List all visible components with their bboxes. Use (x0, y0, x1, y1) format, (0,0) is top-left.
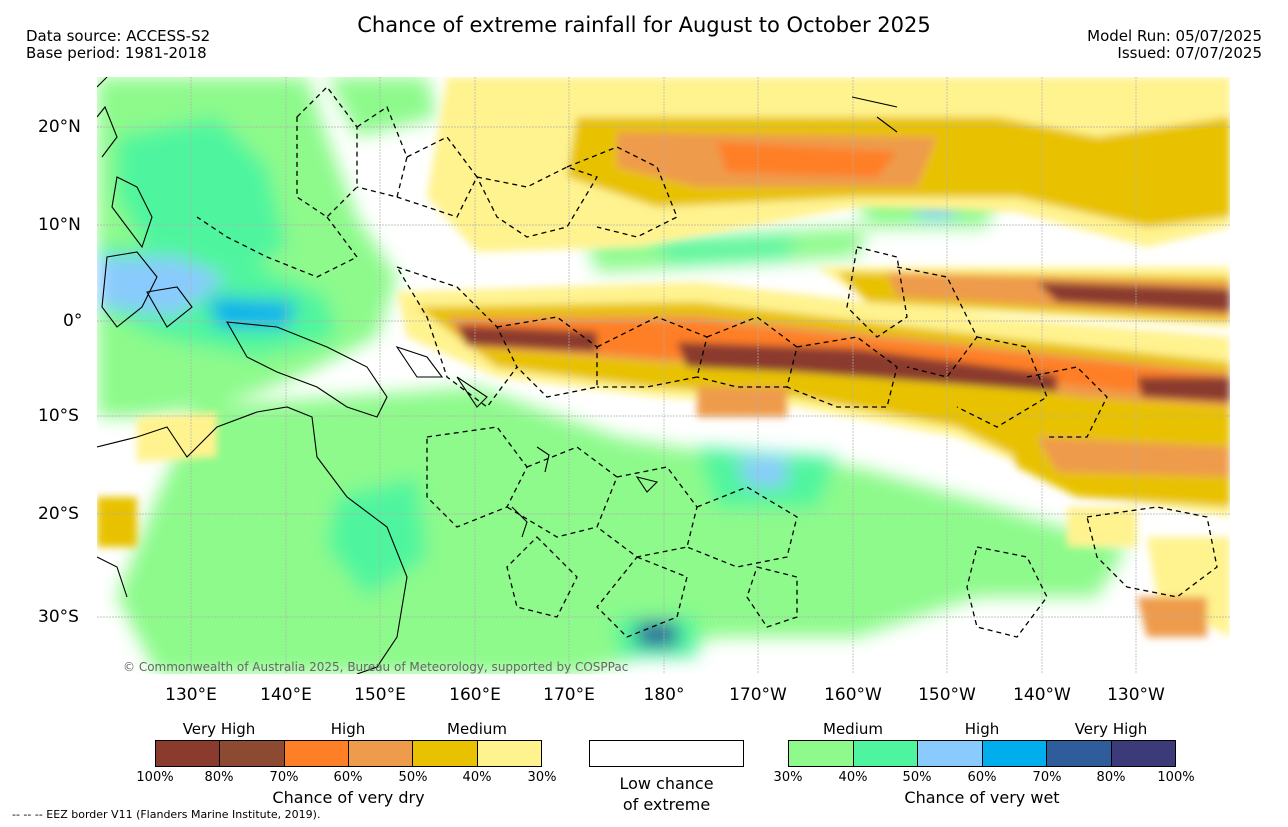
eez-borders (196, 86, 1218, 638)
dry-swatch (477, 741, 541, 766)
low-chance-line-1: Low chance (619, 774, 714, 793)
lat-label-30s: 30°S (38, 607, 79, 627)
wet-tick: 80% (1096, 770, 1126, 785)
dry-colorbar (155, 740, 542, 767)
dry-tick: 70% (269, 770, 299, 785)
dry-legend-high: High (330, 720, 366, 738)
dry-legend-medium: Medium (447, 720, 507, 738)
map-title: Chance of extreme rainfall for August to… (357, 13, 931, 37)
dry-tick: 40% (462, 770, 492, 785)
wet-swatch (1111, 741, 1175, 766)
lon-label-130e: 130°E (165, 685, 217, 705)
data-source-text: Data source: ACCESS-S2 (26, 27, 211, 45)
lat-label-equator: 0° (63, 311, 83, 331)
dry-tick: 60% (333, 770, 363, 785)
wet-swatch (789, 741, 854, 766)
dry-legend-caption: Chance of very dry (272, 788, 425, 807)
land-outlines (97, 77, 898, 674)
base-period-text: Base period: 1981-2018 (26, 44, 207, 62)
lat-label-10n: 10°N (38, 215, 81, 235)
dry-swatch (284, 741, 349, 766)
lon-label-160w: 160°W (824, 685, 882, 705)
wet-tick: 50% (902, 770, 932, 785)
run-info: Model Run: 05/07/2025 Issued: 07/07/2025 (1087, 28, 1262, 62)
wet-swatch (1047, 741, 1112, 766)
dry-tick: 50% (398, 770, 428, 785)
lon-label-140w: 140°W (1013, 685, 1071, 705)
low-chance-swatch (589, 740, 744, 767)
wet-tick: 60% (967, 770, 997, 785)
wet-legend-very-high: Very High (1074, 720, 1148, 738)
map-gridlines (97, 77, 1230, 674)
dry-swatch (156, 741, 221, 766)
dry-swatch (348, 741, 414, 766)
model-run-text: Model Run: 05/07/2025 (1087, 27, 1262, 45)
lon-label-180: 180° (643, 685, 685, 705)
eez-footnote: -- -- -- EEZ border V11 (Flanders Marine… (12, 808, 321, 821)
lat-label-20s: 20°S (38, 504, 79, 524)
wet-legend-high: High (964, 720, 1000, 738)
wet-colorbar (788, 740, 1176, 767)
dry-swatch (220, 741, 285, 766)
wet-tick: 30% (773, 770, 803, 785)
wet-swatch (853, 741, 918, 766)
dry-swatch (413, 741, 478, 766)
lon-label-170e: 170°E (543, 685, 595, 705)
wet-swatch (918, 741, 983, 766)
map-canvas (97, 77, 1230, 674)
wet-tick: 40% (838, 770, 868, 785)
wet-swatch (982, 741, 1047, 766)
lon-label-150e: 150°E (354, 685, 406, 705)
dry-tick: 80% (204, 770, 234, 785)
lon-label-170w: 170°W (729, 685, 787, 705)
lon-label-150w: 150°W (918, 685, 976, 705)
copyright-notice: © Commonwealth of Australia 2025, Bureau… (123, 660, 629, 674)
dry-tick: 30% (527, 770, 557, 785)
wet-tick: 100% (1157, 770, 1195, 785)
low-chance-line-2: of extreme (622, 795, 711, 814)
lat-label-20n: 20°N (38, 117, 81, 137)
dry-shading (97, 77, 1230, 637)
lon-label-130w: 130°W (1107, 685, 1165, 705)
issued-text: Issued: 07/07/2025 (1117, 44, 1262, 62)
data-source-info: Data source: ACCESS-S2 Base period: 1981… (26, 28, 210, 62)
wet-tick: 70% (1032, 770, 1062, 785)
wet-shading (97, 77, 1127, 674)
wet-legend-caption: Chance of very wet (904, 788, 1060, 807)
lat-label-10s: 10°S (38, 406, 79, 426)
dry-legend-very-high: Very High (182, 720, 256, 738)
rainfall-map (97, 77, 1230, 674)
lon-label-140e: 140°E (260, 685, 312, 705)
low-chance-caption: Low chance of extreme (589, 773, 744, 815)
lon-label-160e: 160°E (449, 685, 501, 705)
wet-legend-medium: Medium (823, 720, 883, 738)
dry-tick: 100% (136, 770, 174, 785)
